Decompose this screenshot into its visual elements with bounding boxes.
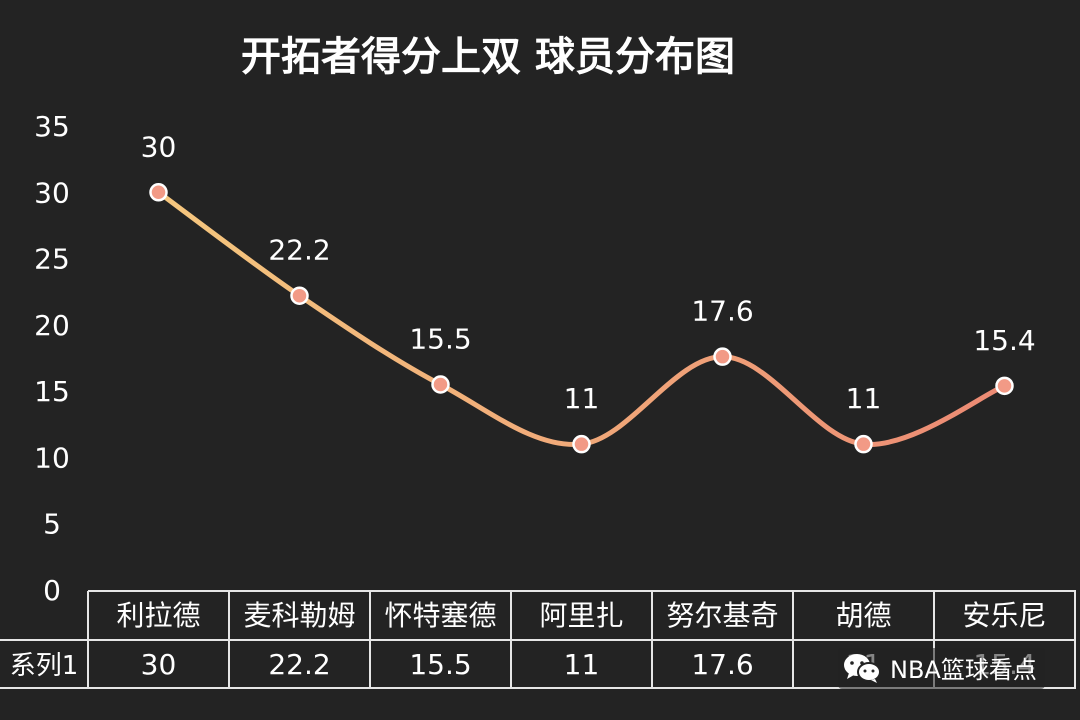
x-category-label: 麦科勒姆 <box>243 599 355 632</box>
x-category-label: 努尔基奇 <box>666 599 778 632</box>
x-category-label: 胡德 <box>835 599 891 632</box>
x-category-label: 安乐尼 <box>962 599 1046 632</box>
watermark: NBA篮球看点 <box>838 648 1045 689</box>
data-label: 15.5 <box>409 323 471 356</box>
data-point-marker <box>995 376 1014 396</box>
y-tick-label: 0 <box>43 574 61 607</box>
table-value-cell: 22.2 <box>268 648 330 681</box>
data-point-marker <box>572 434 591 454</box>
chart-title: 开拓者得分上双 球员分布图 <box>241 34 735 80</box>
table-value-cell: 17.6 <box>691 648 753 681</box>
x-category-label: 阿里扎 <box>539 599 623 632</box>
x-category-label: 怀特塞德 <box>384 599 496 632</box>
data-label: 30 <box>141 130 177 163</box>
y-tick-label: 25 <box>34 243 70 276</box>
y-tick-label: 20 <box>34 309 70 342</box>
data-label: 22.2 <box>268 234 330 267</box>
watermark-text: NBA篮球看点 <box>890 656 1037 684</box>
data-label: 15.4 <box>973 324 1035 357</box>
y-axis: 0 5 10 15 20 25 30 35 <box>34 110 70 607</box>
y-tick-label: 30 <box>34 176 70 209</box>
table-grid-outline <box>0 590 1076 689</box>
marker-layer <box>149 183 1014 454</box>
data-point-marker <box>149 183 168 202</box>
table-series-name: 系列1 <box>10 651 79 681</box>
table-value-cell: 11 <box>564 648 600 681</box>
table-value-cell: 15.5 <box>409 648 471 681</box>
x-category-label: 利拉德 <box>116 599 200 632</box>
data-label: 17.6 <box>691 295 753 328</box>
table-value-cell: 30 <box>141 648 177 681</box>
wechat-icon <box>844 653 881 683</box>
y-tick-label: 5 <box>43 508 61 541</box>
data-point-marker <box>854 434 873 454</box>
data-label: 11 <box>846 382 882 415</box>
y-tick-label: 35 <box>34 110 70 143</box>
data-label-layer: 30 22.2 15.5 11 17.6 11 15.4 <box>141 130 1036 415</box>
y-tick-label: 15 <box>34 375 70 408</box>
data-point-marker <box>431 375 450 394</box>
y-tick-label: 10 <box>34 441 70 474</box>
data-point-marker <box>290 286 309 305</box>
data-label: 11 <box>564 382 600 415</box>
data-point-marker <box>713 347 732 366</box>
